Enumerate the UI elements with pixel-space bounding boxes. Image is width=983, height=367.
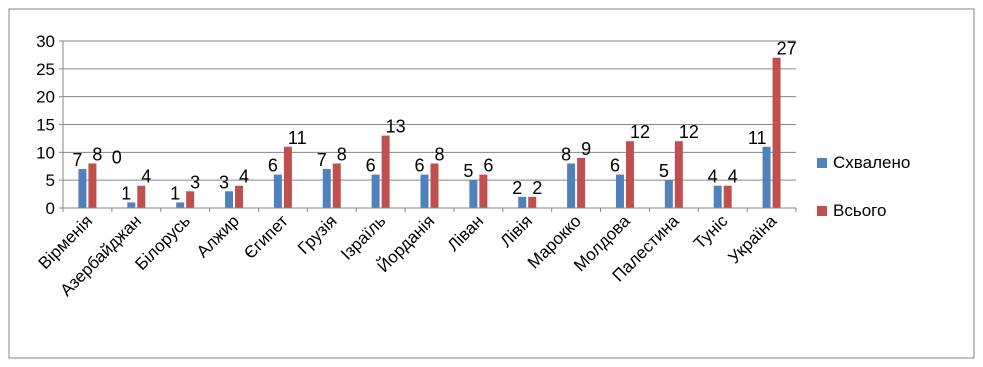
bar-total xyxy=(674,141,683,208)
bar-approved xyxy=(469,180,478,208)
data-label: 4 xyxy=(141,167,151,187)
data-label: 9 xyxy=(581,139,591,159)
legend-swatch xyxy=(817,206,827,216)
bar-approved xyxy=(713,185,722,208)
bar-total xyxy=(381,135,390,208)
legend-swatch xyxy=(817,158,827,168)
data-label: 1 xyxy=(121,183,131,203)
data-label: 8 xyxy=(435,144,445,164)
x-tick-label: Україна xyxy=(725,211,781,267)
bar-approved xyxy=(420,174,429,208)
data-label: 1 xyxy=(170,183,180,203)
bar-approved xyxy=(371,174,380,208)
bar-total xyxy=(528,196,537,208)
y-tick-label: 30 xyxy=(36,32,55,51)
y-tick-label: 5 xyxy=(46,171,55,190)
data-label: 8 xyxy=(561,144,571,164)
legend: Схвалено Всього xyxy=(817,153,910,220)
data-label: 6 xyxy=(610,156,620,176)
data-label: 5 xyxy=(463,161,473,181)
bar-total xyxy=(88,163,97,208)
y-tick-label: 20 xyxy=(36,88,55,107)
data-label: 11 xyxy=(288,128,307,148)
y-tick-label: 25 xyxy=(36,60,55,79)
bar-total xyxy=(332,163,341,208)
data-label: 27 xyxy=(777,39,797,59)
bar-approved xyxy=(176,202,185,208)
data-label: 2 xyxy=(512,178,522,198)
bar-total xyxy=(772,57,781,209)
x-tick-label: Туніс xyxy=(690,211,732,253)
y-tick-label: 0 xyxy=(46,199,55,218)
bars xyxy=(78,57,781,209)
bar-total xyxy=(430,163,439,208)
x-tick-label: Лівія xyxy=(496,211,536,251)
bar-total xyxy=(283,146,292,208)
y-tick-label: 10 xyxy=(36,143,55,162)
data-label: 3 xyxy=(219,172,229,192)
bar-approved xyxy=(273,174,282,208)
bar-approved xyxy=(127,202,136,208)
data-label: 7 xyxy=(317,150,327,170)
data-label: 4 xyxy=(708,167,718,187)
data-label: 7 xyxy=(72,150,82,170)
y-tick-labels: 0 5 10 15 20 25 30 xyxy=(36,32,55,218)
y-tick-label: 15 xyxy=(36,116,55,135)
x-tick-label: Алжир xyxy=(193,211,243,261)
data-label: 8 xyxy=(92,144,102,164)
data-label: 3 xyxy=(190,172,200,192)
bar-approved xyxy=(664,180,673,208)
bar-total xyxy=(625,141,634,208)
bar-total xyxy=(235,185,244,208)
bar-approved xyxy=(225,191,234,208)
data-label: 6 xyxy=(268,156,278,176)
bar-approved xyxy=(567,163,576,208)
chart-frame xyxy=(8,8,975,359)
x-tick-label: Грузія xyxy=(294,211,341,258)
bar-approved xyxy=(762,146,771,208)
data-label: 12 xyxy=(679,122,699,142)
bar-total xyxy=(479,174,488,208)
data-label: 11 xyxy=(748,128,767,148)
axes xyxy=(59,40,797,212)
legend-label: Схвалено xyxy=(833,153,910,172)
data-label: 6 xyxy=(483,156,493,176)
bar-approved xyxy=(78,169,87,208)
bar-total xyxy=(137,185,146,208)
gridlines xyxy=(63,40,796,181)
data-label: 4 xyxy=(239,167,249,187)
bar-total xyxy=(723,185,732,208)
bar-total xyxy=(577,157,586,208)
x-tick-label: Ліван xyxy=(444,211,488,255)
data-label: 12 xyxy=(630,122,650,142)
data-label: 6 xyxy=(414,156,424,176)
data-label: 2 xyxy=(532,178,542,198)
data-label: 13 xyxy=(386,117,406,137)
x-tick-label: Єгипет xyxy=(240,211,292,263)
bar-approved xyxy=(322,169,331,208)
bar-approved xyxy=(615,174,624,208)
data-label: 4 xyxy=(728,167,738,187)
data-label-extra: 0 xyxy=(112,147,122,167)
data-label: 5 xyxy=(659,161,669,181)
data-label: 8 xyxy=(337,144,347,164)
bar-approved xyxy=(518,196,527,208)
data-label: 6 xyxy=(366,156,376,176)
bar-total xyxy=(186,191,195,208)
legend-label: Всього xyxy=(833,201,886,220)
